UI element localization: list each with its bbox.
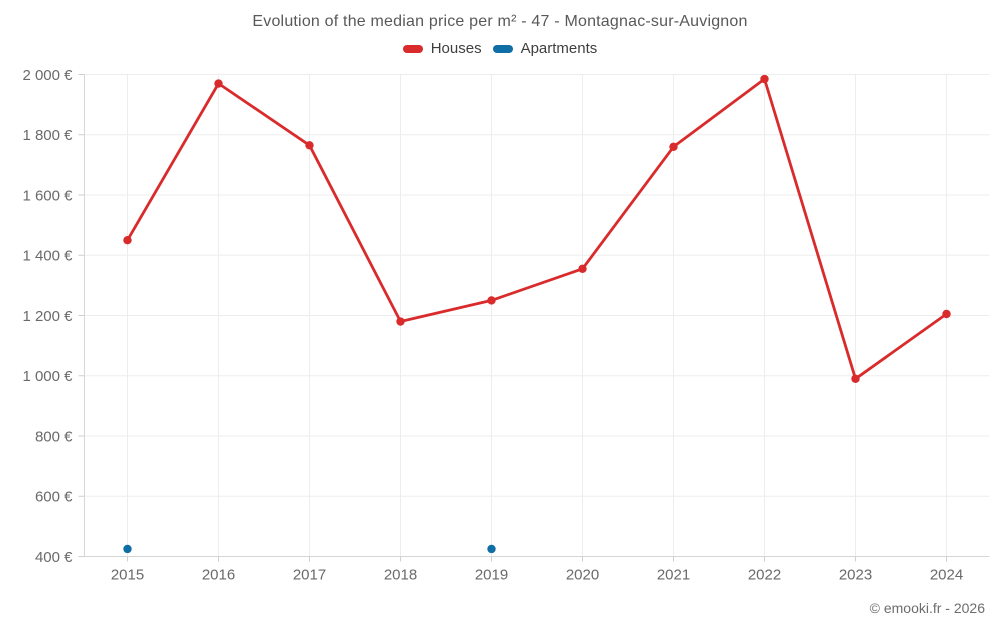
copyright-note: © emooki.fr - 2026 [869,600,985,616]
legend-item-apartments[interactable]: Apartments [492,40,598,57]
x-tick-label: 2020 [566,566,599,583]
series-line-houses [126,77,948,381]
chart-title: Evolution of the median price per m² - 4… [252,13,748,30]
data-point-houses-2018[interactable] [396,317,405,326]
y-tick-label: 600 € [35,489,73,506]
chart-legend: Houses Apartments [0,40,1000,57]
apartments-swatch-icon [492,44,513,53]
x-tick-label: 2016 [202,566,235,583]
x-tick-label: 2019 [475,566,508,583]
x-tick-label: 2023 [839,566,872,583]
legend-item-houses[interactable]: Houses [402,40,482,57]
data-point-houses-2024[interactable] [942,309,951,319]
y-tick-label: 1 200 € [22,308,73,325]
data-point-houses-2017[interactable] [305,141,314,150]
x-tick-label: 2024 [930,566,963,583]
data-point-houses-2016[interactable] [214,79,223,88]
data-point-houses-2022[interactable] [760,74,769,84]
y-tick-label: 1 400 € [22,248,73,265]
x-tick-label: 2021 [657,566,690,583]
legend-label-apartments: Apartments [520,40,598,57]
y-tick-label: 800 € [35,428,73,445]
y-tick-label: 400 € [35,549,73,566]
y-tick-label: 2 000 € [22,67,73,84]
y-tick-label: 1 800 € [22,127,73,144]
data-point-apartments-2015[interactable] [123,544,132,554]
houses-swatch-icon [402,44,423,53]
x-tick-label: 2022 [748,566,781,583]
data-point-houses-2019[interactable] [487,296,496,305]
x-tick-label: 2015 [111,566,144,583]
x-tick-label: 2018 [384,566,417,583]
y-tick-label: 1 000 € [22,368,73,385]
data-point-houses-2021[interactable] [669,142,678,151]
legend-label-houses: Houses [430,40,482,57]
x-tick-label: 2017 [293,566,326,583]
data-point-apartments-2019[interactable] [487,544,496,554]
y-tick-label: 1 600 € [22,187,73,204]
data-point-houses-2020[interactable] [578,264,587,274]
data-point-houses-2023[interactable] [851,374,860,383]
data-point-houses-2015[interactable] [123,235,132,245]
